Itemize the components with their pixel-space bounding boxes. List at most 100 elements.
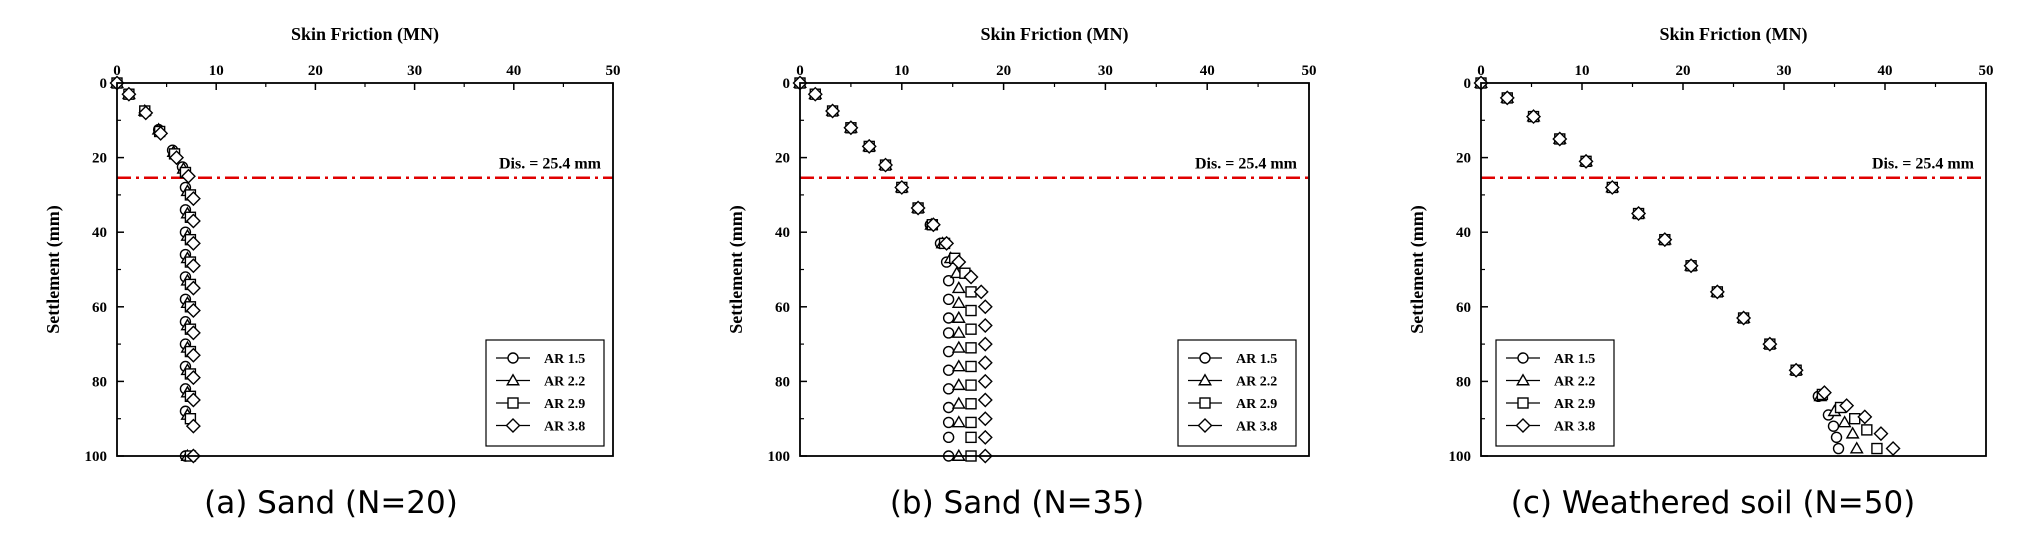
data-point: [185, 280, 201, 296]
data-point: [1832, 442, 1845, 455]
data-point: [951, 415, 966, 428]
reference-label: Dis. = 25.4 mm: [1195, 156, 1298, 173]
x-tick-label: 50: [1979, 63, 1994, 79]
legend-marker: [1517, 352, 1529, 364]
x-axis-title: Skin Friction (MN): [1660, 24, 1808, 45]
y-tick-label: 0: [100, 76, 108, 92]
data-point: [894, 179, 910, 195]
data-point: [977, 299, 993, 315]
data-point: [1848, 413, 1861, 425]
data-point: [965, 360, 977, 373]
data-point: [169, 150, 185, 166]
data-point: [951, 295, 966, 309]
legend-marker: [505, 418, 521, 433]
data-point: [878, 157, 894, 173]
data-point: [825, 103, 841, 119]
plot-frame: [799, 82, 1310, 457]
data-point: [965, 431, 977, 444]
x-tick-label: 50: [1302, 63, 1317, 79]
legend-label: AR 3.8: [544, 420, 585, 435]
legend-marker: [1197, 418, 1213, 433]
x-tick-label: 20: [1676, 63, 1691, 79]
legend-marker: [1516, 373, 1530, 386]
y-tick-label: 100: [768, 449, 791, 465]
x-axis-title: Skin Friction (MN): [291, 24, 439, 45]
x-tick-label: 40: [1200, 63, 1215, 79]
data-point: [180, 168, 196, 184]
data-point: [1788, 362, 1804, 378]
x-tick-label: 20: [996, 63, 1011, 79]
data-point: [1526, 109, 1542, 125]
series-ar-1_5: [111, 77, 192, 462]
data-point: [1827, 420, 1840, 432]
x-axis-title: Skin Friction (MN): [981, 24, 1129, 45]
plot-frame: [116, 82, 614, 457]
data-point: [939, 235, 955, 251]
x-tick-label: 10: [209, 63, 224, 79]
y-tick-label: 40: [775, 225, 790, 241]
data-point: [977, 411, 993, 427]
data-point: [185, 392, 201, 408]
data-point: [951, 377, 966, 391]
y-axis-title: Settlement (mm): [726, 205, 747, 333]
legend-label: AR 1.5: [1236, 352, 1277, 367]
legend-marker: [507, 352, 519, 364]
data-point: [1762, 336, 1778, 352]
data-point: [843, 120, 859, 136]
legend: AR 1.5 AR 2.2 AR 2.9 AR 3.8: [1495, 339, 1615, 447]
data-point: [942, 401, 955, 414]
reference-label: Dis. = 25.4 mm: [499, 156, 602, 173]
data-point: [1873, 426, 1889, 442]
y-tick-label: 60: [1456, 300, 1471, 316]
data-point: [185, 258, 201, 274]
y-tick-label: 20: [92, 151, 107, 167]
x-tick-label: 30: [1777, 63, 1792, 79]
x-tick-label: 0: [113, 63, 121, 79]
data-point: [965, 416, 977, 429]
y-tick-label: 40: [1456, 225, 1471, 241]
legend-label: AR 2.2: [544, 375, 585, 390]
data-point: [977, 429, 993, 445]
data-point: [185, 191, 201, 207]
y-tick-label: 20: [775, 151, 790, 167]
data-point: [185, 418, 201, 434]
data-point: [951, 310, 966, 323]
legend-label: AR 1.5: [544, 352, 585, 367]
data-point: [1683, 258, 1699, 274]
x-tick-label: 0: [1477, 63, 1485, 79]
legend-marker: [1198, 373, 1212, 386]
data-point: [942, 383, 955, 395]
data-point: [942, 293, 955, 306]
data-point: [1604, 179, 1620, 195]
series-ar-2_2: [110, 75, 195, 461]
data-point: [185, 370, 201, 386]
x-tick-label: 20: [308, 63, 323, 79]
legend-marker: [1199, 397, 1211, 409]
data-point: [963, 269, 979, 285]
y-axis-title: Settlement (mm): [1407, 205, 1428, 333]
data-point: [977, 373, 993, 389]
x-tick-label: 0: [796, 63, 804, 79]
data-point: [951, 254, 967, 270]
data-point: [1845, 426, 1860, 439]
x-tick-label: 40: [1878, 63, 1893, 79]
legend-marker: [1517, 397, 1529, 409]
data-point: [861, 138, 877, 154]
data-point: [185, 303, 201, 319]
x-tick-label: 30: [1098, 63, 1113, 79]
data-point: [965, 304, 977, 317]
legend-label: AR 2.9: [544, 397, 585, 412]
data-point: [1499, 90, 1515, 106]
data-point: [1885, 441, 1901, 457]
data-point: [965, 342, 977, 354]
data-point: [942, 312, 955, 324]
y-tick-label: 40: [92, 225, 107, 241]
data-point: [965, 379, 977, 391]
legend-marker: [1515, 418, 1531, 433]
panel-caption: (b) Sand (N=35): [890, 485, 1144, 521]
data-point: [1849, 441, 1864, 454]
y-tick-label: 100: [1449, 449, 1472, 465]
y-tick-label: 80: [775, 374, 790, 390]
legend-marker: [507, 397, 519, 409]
